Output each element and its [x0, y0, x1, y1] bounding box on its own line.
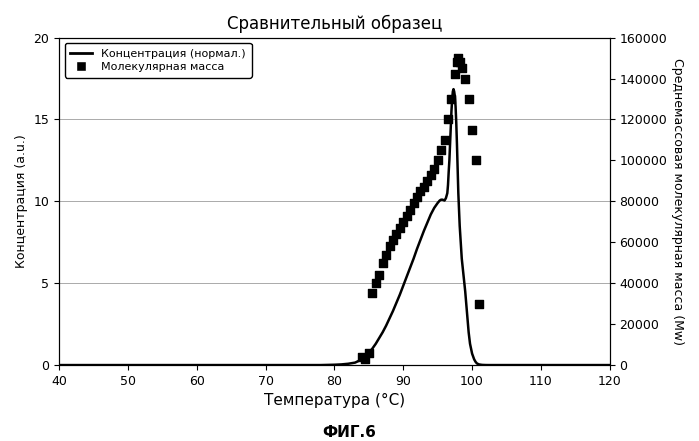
Молекулярная масса	[452, 59, 463, 66]
Концентрация (нормал.)	[55, 363, 64, 368]
Молекулярная масса	[473, 300, 484, 307]
Молекулярная масса	[370, 280, 382, 287]
Молекулярная масса	[387, 237, 398, 244]
Молекулярная масса	[398, 218, 409, 225]
Text: ФИГ.6: ФИГ.6	[322, 425, 377, 440]
Концентрация (нормал.)	[449, 86, 458, 92]
Концентрация (нормал.)	[452, 120, 461, 125]
Концентрация (нормал.)	[444, 182, 452, 187]
Молекулярная масса	[425, 171, 436, 178]
Молекулярная масса	[363, 349, 375, 356]
Молекулярная масса	[360, 355, 371, 363]
Молекулярная масса	[442, 116, 454, 123]
Молекулярная масса	[405, 206, 416, 213]
Концентрация (нормал.)	[605, 363, 614, 368]
Молекулярная масса	[455, 59, 466, 66]
Молекулярная масса	[439, 136, 450, 143]
Молекулярная масса	[380, 251, 391, 258]
Молекулярная масса	[412, 194, 423, 201]
Молекулярная масса	[453, 55, 464, 62]
X-axis label: Температура (°C): Температура (°C)	[264, 393, 405, 408]
Молекулярная масса	[457, 65, 468, 72]
Молекулярная масса	[356, 353, 368, 360]
Молекулярная масса	[401, 212, 412, 219]
Концентрация (нормал.)	[413, 246, 421, 251]
Концентрация (нормал.)	[468, 351, 476, 356]
Молекулярная масса	[391, 231, 402, 238]
Молекулярная масса	[449, 71, 461, 78]
Молекулярная масса	[377, 259, 388, 266]
Молекулярная масса	[415, 187, 426, 194]
Молекулярная масса	[418, 183, 429, 191]
Title: Сравнительный образец: Сравнительный образец	[226, 15, 442, 33]
Молекулярная масса	[394, 224, 405, 232]
Молекулярная масса	[384, 243, 395, 250]
Концентрация (нормал.)	[451, 94, 459, 99]
Y-axis label: Концентрация (a.u.): Концентрация (a.u.)	[15, 135, 28, 268]
Молекулярная масса	[428, 165, 440, 172]
Молекулярная масса	[446, 95, 457, 102]
Молекулярная масса	[463, 95, 474, 102]
Legend: Концентрация (нормал.), Молекулярная масса: Концентрация (нормал.), Молекулярная мас…	[65, 43, 252, 78]
Концентрация (нормал.)	[344, 361, 352, 366]
Молекулярная масса	[435, 146, 447, 153]
Молекулярная масса	[460, 75, 471, 82]
Молекулярная масса	[466, 126, 477, 133]
Y-axis label: Среднемассовая молекулярная масса (Mw): Среднемассовая молекулярная масса (Mw)	[671, 58, 684, 345]
Молекулярная масса	[373, 272, 384, 279]
Молекулярная масса	[470, 157, 481, 164]
Молекулярная масса	[367, 290, 378, 297]
Молекулярная масса	[408, 200, 419, 207]
Line: Концентрация (нормал.): Концентрация (нормал.)	[59, 89, 610, 365]
Молекулярная масса	[421, 177, 433, 184]
Молекулярная масса	[432, 157, 443, 164]
